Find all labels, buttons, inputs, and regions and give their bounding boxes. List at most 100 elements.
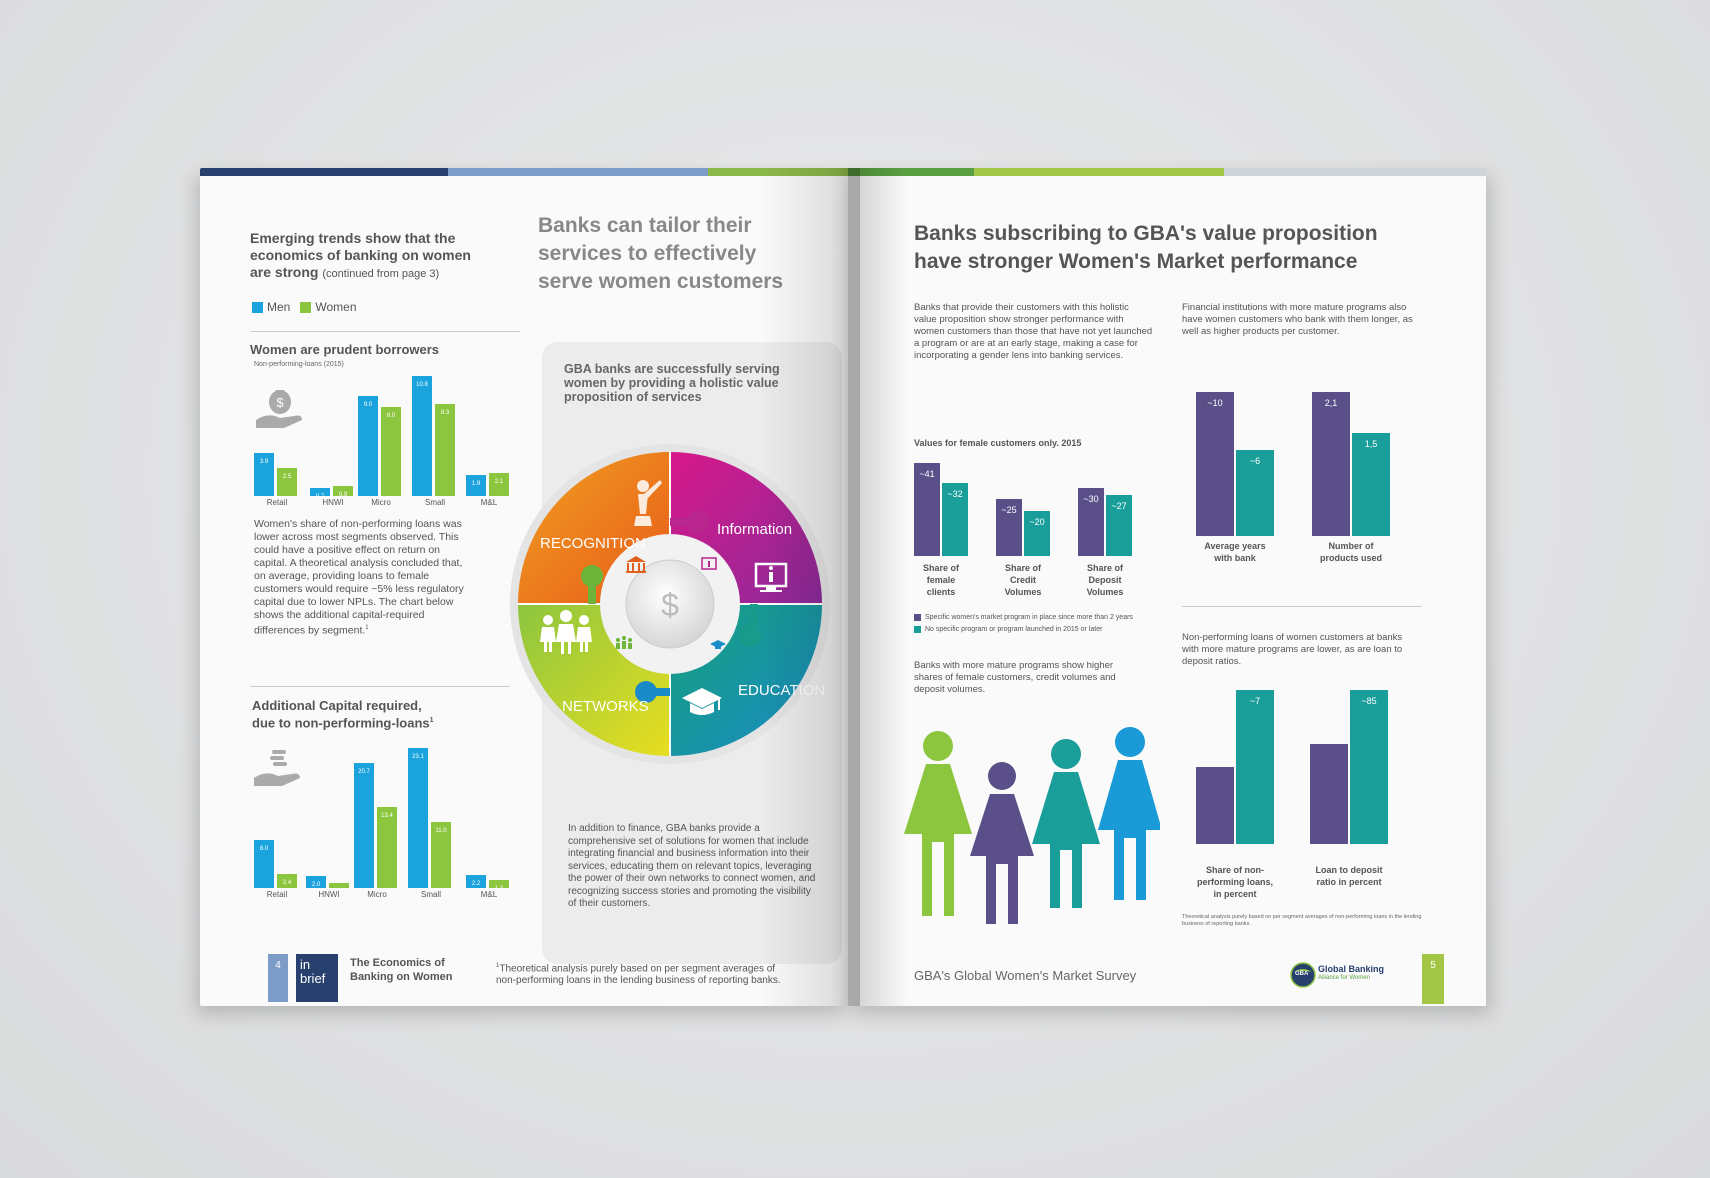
chart5-bar-specific-0 bbox=[1196, 767, 1234, 844]
bar-men-3 bbox=[408, 748, 428, 888]
top-bar-navy bbox=[200, 168, 448, 176]
bar-men-label-4: 1.9 bbox=[471, 480, 481, 487]
legend-none-swatch bbox=[914, 625, 921, 633]
graduation-small-icon bbox=[710, 640, 726, 649]
chart5-categories: Share of non-performing loans, in percent… bbox=[1182, 864, 1422, 908]
chart4-category-0: Average years with bank bbox=[1184, 540, 1286, 564]
x-label-4: M&L bbox=[480, 498, 498, 507]
chart3-bar-specific-0: ~41 bbox=[914, 462, 940, 556]
chart3-bar-specific-label-2: ~30 bbox=[1083, 493, 1099, 504]
chart1-plot: 3.9 2.5 0.7 0.9 9.0 8.0 10.8 8.3 1.9 2.1 bbox=[254, 368, 524, 500]
chart3-category-2: Share of Deposit Volumes bbox=[1072, 562, 1138, 598]
children-icon bbox=[540, 610, 592, 654]
wheel-label-recognition: RECOGNITION bbox=[540, 535, 646, 552]
bar-men-label-4: 2.2 bbox=[471, 880, 481, 887]
bar-men-2 bbox=[358, 395, 378, 496]
chart5-category-0: Share of non-performing loans, in percent bbox=[1182, 864, 1288, 900]
dollar-icon bbox=[625, 559, 715, 649]
bar-men-0 bbox=[254, 839, 274, 888]
footer-footnote-text: Theoretical analysis purely based on per… bbox=[496, 963, 781, 987]
chart2-title: Additional Capital required, due to non-… bbox=[252, 698, 434, 730]
top-bar-green-dark bbox=[848, 168, 974, 176]
chart5-intro: Non-performing loans of women customers … bbox=[1182, 632, 1403, 667]
x-label-0: Retail bbox=[266, 498, 288, 507]
big-heading: Banks can tailor their services to effec… bbox=[538, 214, 784, 293]
bar-women-label-2: 8.0 bbox=[386, 412, 396, 419]
x-label-3: Small bbox=[424, 498, 445, 507]
chart4-bar-specific-label-1: 2,1 bbox=[1324, 398, 1338, 408]
bar-men-label-3: 23.1 bbox=[412, 754, 424, 761]
survey-title: GBA's Global Women's Market Survey bbox=[914, 968, 1137, 983]
chart5-category-line: ratio in percent bbox=[1316, 877, 1382, 887]
bar-women-4 bbox=[489, 880, 509, 888]
chart2-x-axis: Retail HNWI Micro Small M&L bbox=[254, 890, 524, 902]
col2-text: Financial institutions with more mature … bbox=[1182, 302, 1413, 337]
x-label-1: HNWI bbox=[322, 498, 344, 507]
chart5-plot: ~7 ~85 bbox=[1182, 690, 1422, 844]
gba-logo-globe-icon bbox=[1290, 962, 1316, 988]
chart1-title: Women are prudent borrowers bbox=[250, 342, 440, 357]
chart3-legend: Specific women's market program in place… bbox=[914, 612, 1133, 636]
bar-women-label-1: 0.9 bbox=[338, 491, 348, 498]
right-footnote: Theoretical analysis purely based on per… bbox=[1182, 914, 1422, 927]
chart4-categories: Average years with bank Number of products … bbox=[1182, 540, 1422, 570]
left-page: Emerging trends show that the economics … bbox=[200, 168, 848, 1006]
chart3-category-line: Volumes bbox=[1004, 587, 1042, 597]
woman-figure-teal bbox=[1032, 739, 1100, 908]
chart4-bar-none-1: 1,5 bbox=[1352, 433, 1390, 536]
wheel-label-information: Information bbox=[717, 521, 793, 538]
legend-men-swatch bbox=[252, 302, 263, 314]
bar-men-3 bbox=[412, 375, 432, 496]
chart4-category-1: Number of products used bbox=[1300, 540, 1402, 564]
bar-men-label-0: 3.9 bbox=[259, 458, 269, 465]
right-heading: Banks subscribing to GBA's value proposi… bbox=[914, 220, 1378, 276]
bar-women-label-3: 11.0 bbox=[435, 827, 447, 834]
chart3-category-1: Share of Credit Volumes bbox=[990, 562, 1056, 598]
bar-men-label-2: 20.7 bbox=[358, 768, 370, 775]
people-small-icon bbox=[616, 636, 632, 649]
graduation-cap-icon bbox=[682, 688, 722, 715]
bar-men-4 bbox=[466, 874, 486, 888]
bar-women-label-0: 2.5 bbox=[282, 474, 292, 481]
bar-women-4 bbox=[489, 472, 509, 496]
woman-figure-green bbox=[904, 731, 972, 916]
bar-men-0 bbox=[254, 452, 274, 496]
services-wheel: $ bbox=[510, 444, 830, 764]
divider bbox=[250, 331, 520, 332]
chart4-plot: ~10 ~6 2,1 1,5 bbox=[1182, 392, 1422, 536]
chart4-bar-none-0: ~6 bbox=[1236, 449, 1274, 536]
page-number-4: 4 bbox=[268, 954, 288, 1002]
info-small-icon bbox=[701, 557, 717, 570]
chart4-category-line: Number of bbox=[1328, 541, 1374, 551]
coins-hand-icon bbox=[254, 750, 300, 786]
bar-women-1 bbox=[329, 883, 349, 888]
chart3-bar-none-1: ~20 bbox=[1024, 510, 1050, 556]
bar-women-0 bbox=[277, 873, 297, 888]
chart3-plot: ~41 ~32 ~25 ~20 ~30 ~27 bbox=[914, 456, 1154, 556]
chart3-category-line: Volumes bbox=[1086, 587, 1124, 597]
chart5-bar-specific-1 bbox=[1310, 744, 1348, 844]
right-heading-line2: have stronger Women's Market performance bbox=[914, 250, 1358, 273]
money-bag-hand-icon: $ bbox=[256, 390, 302, 428]
top-bar-grey bbox=[1224, 168, 1486, 176]
x-label-2: Micro bbox=[371, 498, 391, 507]
chart3-category-line: Share of bbox=[1004, 563, 1041, 573]
bar-women-2 bbox=[381, 406, 401, 496]
col1-text: Banks that provide their customers with … bbox=[914, 302, 1153, 361]
panel-text: In addition to finance, GBA banks provid… bbox=[568, 823, 816, 909]
x-label-0: Retail bbox=[266, 890, 288, 899]
bar-men-label-2: 9.0 bbox=[363, 401, 373, 408]
chart3-text: Banks with more mature programs show hig… bbox=[914, 660, 1116, 695]
badge-line1: in bbox=[300, 957, 311, 972]
chart5-category-line: in percent bbox=[1213, 889, 1257, 899]
bar-men-1 bbox=[310, 488, 330, 496]
in-brief-badge: in brief bbox=[296, 954, 338, 1002]
legend: Men Women bbox=[252, 300, 357, 314]
chart3-bar-none-label-0: ~32 bbox=[947, 489, 963, 500]
bar-men-label-0: 8.0 bbox=[259, 845, 269, 852]
chart2-title-line2: due to non-performing-loans bbox=[252, 715, 430, 731]
divider-2 bbox=[250, 686, 510, 687]
x-label-1: HNWI bbox=[318, 890, 340, 899]
right-heading-line1: Banks subscribing to GBA's value proposi… bbox=[914, 222, 1378, 245]
